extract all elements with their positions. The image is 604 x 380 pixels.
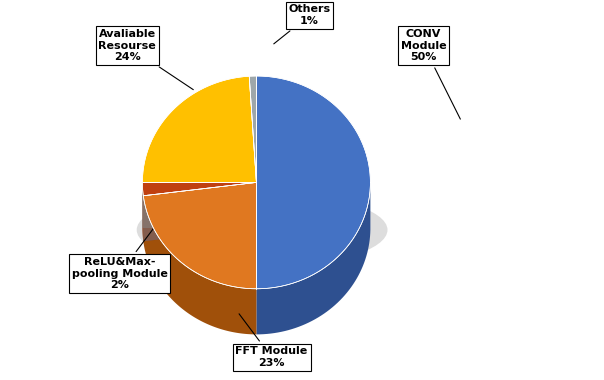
Polygon shape bbox=[143, 196, 257, 334]
Ellipse shape bbox=[137, 193, 388, 267]
Polygon shape bbox=[257, 76, 370, 289]
Polygon shape bbox=[143, 182, 257, 241]
Polygon shape bbox=[143, 182, 257, 241]
Polygon shape bbox=[257, 184, 370, 334]
Polygon shape bbox=[143, 76, 257, 182]
Polygon shape bbox=[249, 76, 257, 182]
Polygon shape bbox=[143, 182, 257, 228]
Text: Others
1%: Others 1% bbox=[274, 5, 330, 44]
Polygon shape bbox=[143, 182, 257, 289]
Text: Avaliable
Resourse
24%: Avaliable Resourse 24% bbox=[98, 29, 193, 90]
Polygon shape bbox=[143, 182, 257, 228]
Text: ReLU&Max-
pooling Module
2%: ReLU&Max- pooling Module 2% bbox=[72, 215, 167, 290]
Text: FFT Module
23%: FFT Module 23% bbox=[236, 314, 307, 368]
Polygon shape bbox=[143, 182, 257, 196]
Text: CONV
Module
50%: CONV Module 50% bbox=[401, 29, 460, 119]
Polygon shape bbox=[143, 182, 257, 241]
